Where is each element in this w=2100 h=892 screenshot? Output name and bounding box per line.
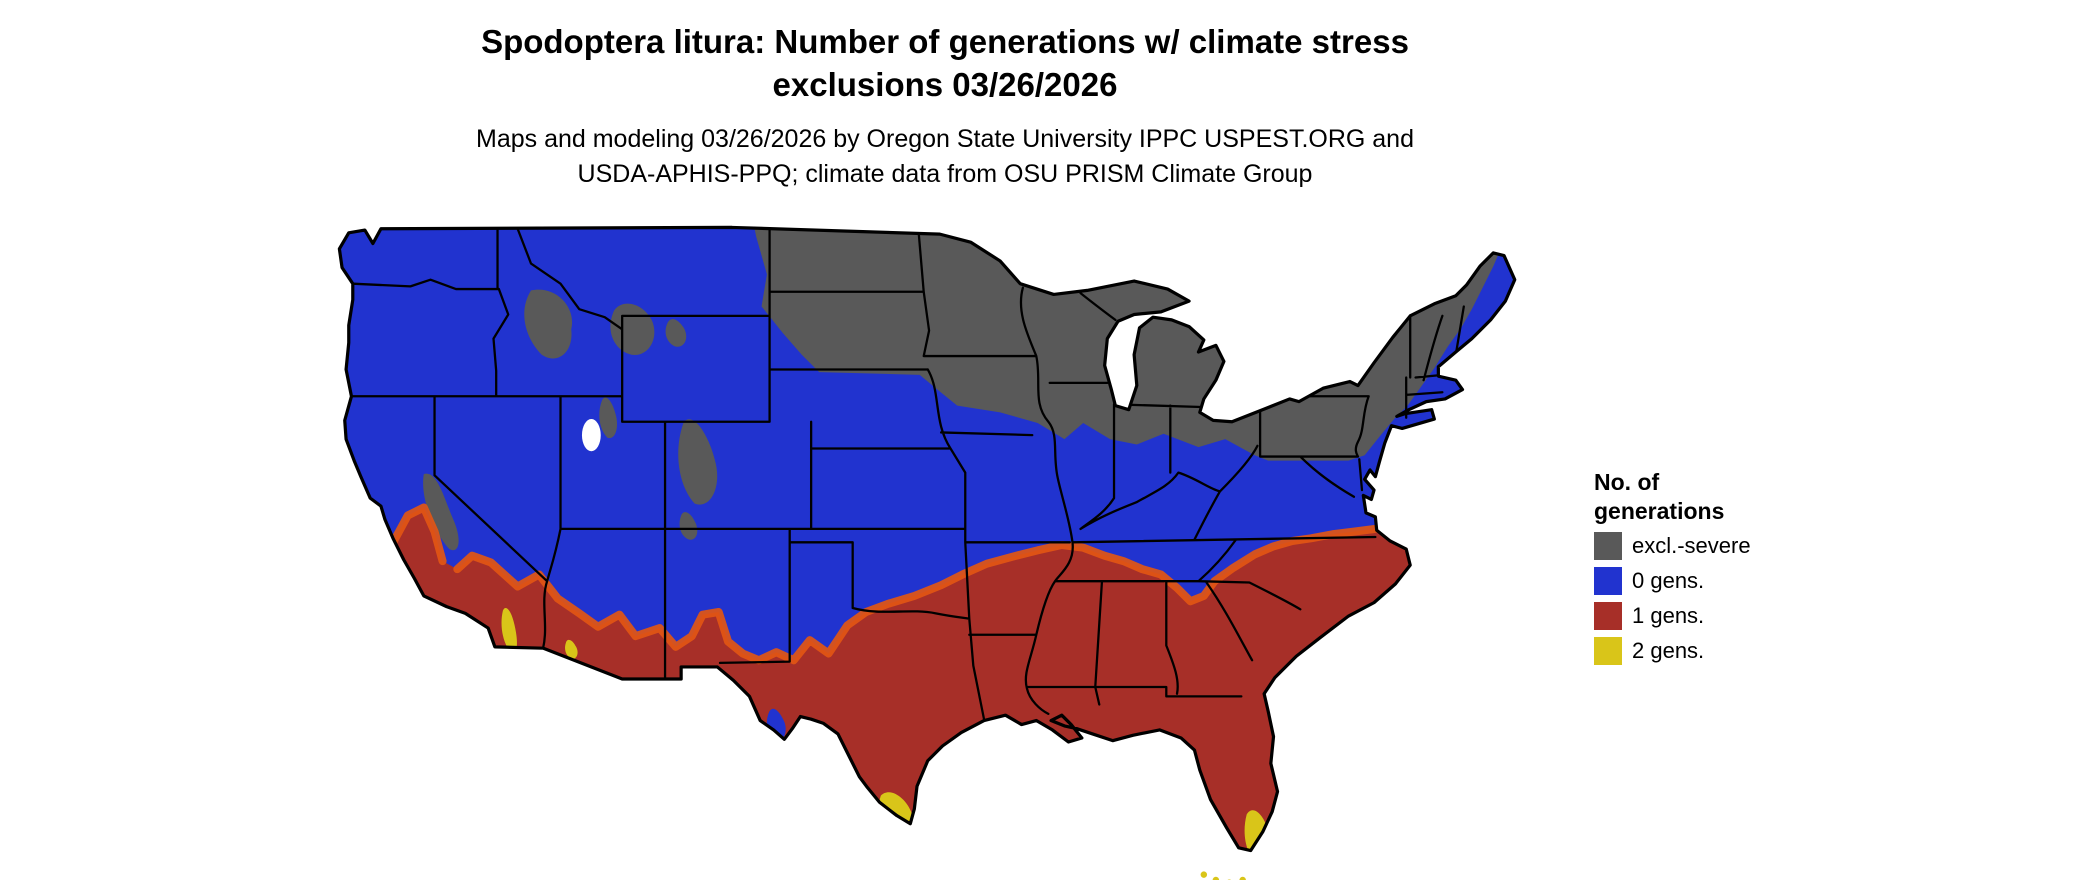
legend-swatch-2-gens: [1594, 637, 1622, 665]
keys-dot: [1227, 879, 1232, 880]
us-map: [337, 225, 1517, 880]
keys-dot: [1200, 871, 1208, 878]
legend-item-1-gens: 1 gens.: [1594, 602, 1814, 630]
legend-title-line-1: No. of: [1594, 469, 1660, 495]
florida-keys: [1200, 871, 1246, 880]
title-line-2: exclusions 03/26/2026: [772, 66, 1118, 103]
subtitle-line-1: Maps and modeling 03/26/2026 by Oregon S…: [476, 125, 1414, 153]
subtitle-line-2: USDA-APHIS-PPQ; climate data from OSU PR…: [577, 160, 1313, 188]
legend-label-excl-severe: excl.-severe: [1632, 533, 1751, 558]
keys-dot: [1239, 876, 1246, 880]
legend-label-1-gens: 1 gens.: [1632, 603, 1705, 628]
great-salt-lake: [581, 419, 601, 452]
us-map-figure: [330, 210, 1563, 880]
legend-swatch-0-gens: [1594, 567, 1622, 595]
legend-label-2-gens: 2 gens.: [1632, 638, 1705, 663]
legend-title-line-2: generations: [1594, 498, 1725, 524]
keys-dot: [1212, 876, 1220, 880]
title-line-1: Spodoptera litura: Number of generations…: [481, 23, 1409, 60]
legend-swatch-1-gens: [1594, 602, 1622, 630]
page-subtitle: Maps and modeling 03/26/2026 by Oregon S…: [0, 122, 1890, 192]
zone-excl-severe-mountains: [423, 289, 718, 551]
legend-label-0-gens: 0 gens.: [1632, 568, 1705, 593]
state-borders: [350, 227, 1465, 721]
legend-item-0-gens: 0 gens.: [1594, 567, 1814, 595]
legend-item-2-gens: 2 gens.: [1594, 637, 1814, 665]
legend-swatch-excl-severe: [1594, 532, 1622, 560]
us-outline: [337, 225, 1517, 853]
page-title: Spodoptera litura: Number of generations…: [0, 20, 1890, 106]
map-legend: No. of generations excl.-severe 0 gens. …: [1594, 468, 1814, 672]
legend-title: No. of generations: [1594, 468, 1814, 526]
legend-item-excl-severe: excl.-severe: [1594, 532, 1814, 560]
